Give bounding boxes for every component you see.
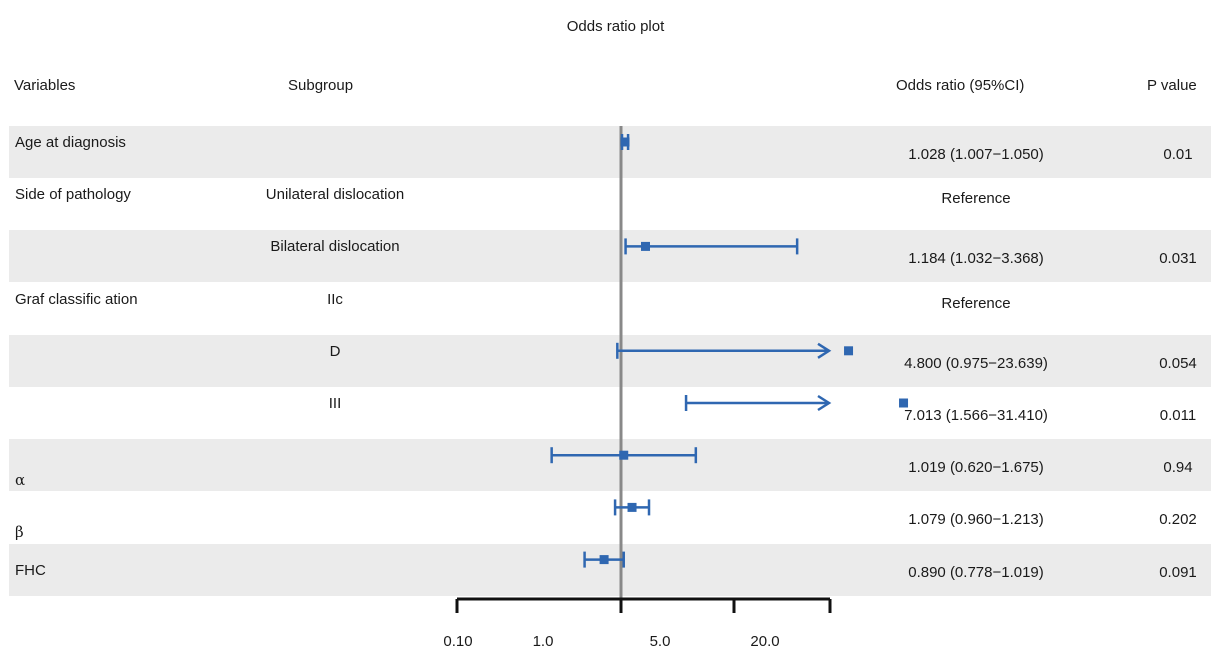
p-value-text: 0.01 <box>1163 146 1193 163</box>
row-background <box>9 439 1211 492</box>
odds-ratio-text: 1.184 (1.032−3.368) <box>908 250 1044 268</box>
ci-arrow <box>817 342 832 359</box>
chart-title: Odds ratio plot <box>566 18 665 35</box>
header-variables: Variables <box>14 77 76 94</box>
point-estimate <box>599 555 609 565</box>
point-estimate <box>844 346 854 356</box>
variable-label: Graf classific ation <box>15 290 138 308</box>
header-odds-ratio: Odds ratio (95%CI) <box>896 77 1025 94</box>
subgroup-label: D <box>329 342 341 360</box>
ci-arrow <box>817 394 832 412</box>
variable-label: Age at diagnosis <box>15 134 126 151</box>
subgroup-label: IIc <box>327 290 343 308</box>
point-estimate <box>640 241 650 251</box>
odds-ratio-text: 0.890 (0.778−1.019) <box>908 563 1044 581</box>
variable-label: β <box>15 523 24 542</box>
row-background <box>9 543 1211 596</box>
variable-label: Side of pathology <box>15 186 131 204</box>
row-background <box>9 334 1211 387</box>
point-estimate <box>619 450 629 460</box>
odds-ratio-text: 1.028 (1.007−1.050) <box>908 146 1044 163</box>
p-value-text: 0.011 <box>1159 407 1197 424</box>
row-background <box>9 230 1211 283</box>
odds-ratio-text: 1.019 (0.620−1.675) <box>908 459 1044 477</box>
odds-ratio-text: Reference <box>941 294 1011 312</box>
subgroup-label: Unilateral dislocation <box>265 186 405 204</box>
point-estimate <box>620 137 630 147</box>
x-tick-label: 5.0 <box>650 633 671 647</box>
point-estimate <box>627 502 637 512</box>
subgroup-label: III <box>328 395 342 412</box>
p-value-text: 0.202 <box>1159 511 1197 529</box>
p-value-text: 0.054 <box>1159 354 1197 372</box>
odds-ratio-text: 4.800 (0.975−23.639) <box>904 354 1048 372</box>
x-tick-label: 0.10 <box>443 633 472 647</box>
x-tick-label: 20.0 <box>750 633 779 647</box>
row-background <box>9 126 1211 178</box>
odds-ratio-text: Reference <box>941 190 1011 208</box>
odds-ratio-text: 7.013 (1.566−31.410) <box>904 407 1048 424</box>
p-value-text: 0.091 <box>1159 563 1197 581</box>
p-value-text: 0.031 <box>1159 250 1197 268</box>
point-estimate <box>899 398 909 408</box>
p-value-text: 0.94 <box>1163 459 1193 477</box>
variable-label: FHC <box>15 561 46 579</box>
x-tick-label: 1.0 <box>533 633 554 647</box>
subgroup-label: Bilateral dislocation <box>270 238 400 256</box>
odds-ratio-text: 1.079 (0.960−1.213) <box>908 511 1044 529</box>
header-p-value: P value <box>1147 77 1197 94</box>
header-subgroup: Subgroup <box>288 77 354 94</box>
variable-label: α <box>15 471 26 490</box>
